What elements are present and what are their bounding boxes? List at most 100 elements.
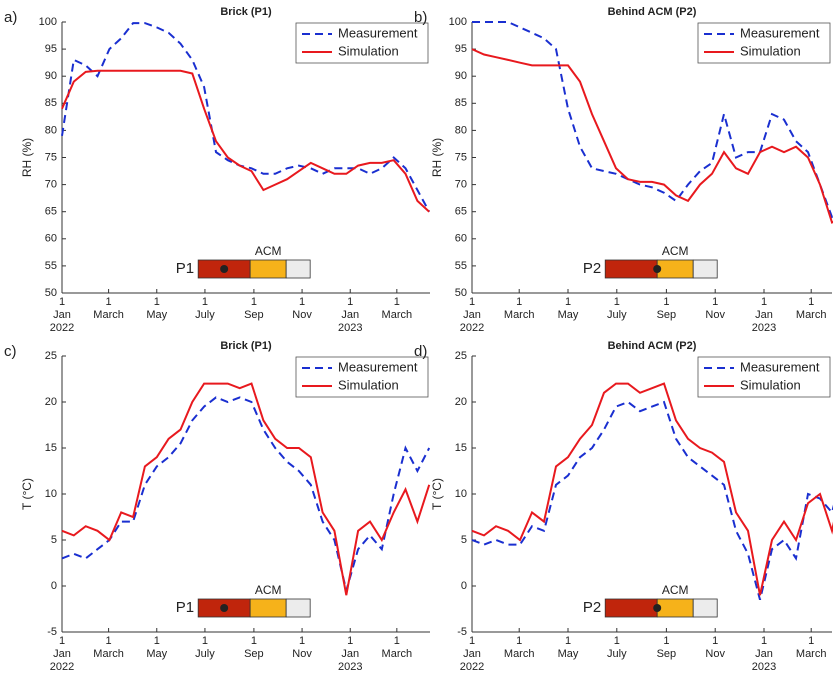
y-tick-label: 25 [45,350,57,362]
chart-title: Behind ACM (P2) [608,6,697,18]
data-line [61,382,431,596]
x-tick-label: 1 March [795,296,827,321]
panel-label: c) [4,343,17,360]
x-tick-label: 1 Sep [656,296,677,321]
y-tick-label: 60 [455,233,467,245]
data-line [472,21,833,219]
inset-cladding [285,598,311,618]
x-tick-label: 1 Jan 2023 [751,635,777,673]
x-tick-label: 1 March [93,635,124,660]
panel-label: b) [414,9,427,26]
data-line [471,48,833,224]
x-tick-label: 1 May [557,635,579,660]
x-tick-label: 1 May [146,635,168,660]
x-tick-label: 1 Jan 2022 [49,635,75,673]
y-tick-label: 0 [461,580,467,592]
y-tick-label: 10 [455,488,467,500]
x-tick-label: 1 July [607,296,627,321]
chart-title: Brick (P1) [220,340,272,352]
legend-label: Simulation [338,377,399,392]
x-tick-label: 1 Sep [244,296,264,321]
x-tick-label: 1 May [146,296,168,321]
y-tick-label: 75 [45,151,57,163]
inset-sensor [653,604,662,612]
data-line [471,382,833,596]
x-tick-label: 1 May [557,296,579,321]
data-line [471,400,833,601]
y-tick-label: 90 [455,70,467,82]
inset-acm [656,259,694,279]
legend-label: Measurement [740,359,820,374]
inset-cladding [692,598,718,618]
x-tick-label: 1 Jan 2023 [751,296,777,334]
legend-label: Measurement [338,25,418,40]
inset-sensor [220,265,229,273]
inset-sensor [653,265,662,273]
inset-brick [604,259,658,279]
inset-label: ACM [662,244,689,258]
y-tick-label: 5 [51,534,57,546]
legend-label: Simulation [740,377,801,392]
legend-label: Measurement [740,25,820,40]
inset-cladding [692,259,718,279]
legend-box [697,356,831,398]
x-tick-label: 1 July [195,635,215,660]
legend-label: Simulation [338,43,399,58]
y-tick-label: 10 [45,488,57,500]
y-tick-label: 20 [45,396,57,408]
y-tick-label: 85 [455,97,467,109]
y-tick-label: 55 [45,260,57,272]
y-tick-label: 100 [449,16,467,28]
y-tick-label: 90 [45,70,57,82]
y-tick-label: -5 [457,626,467,638]
x-tick-label: 1 Sep [656,635,677,660]
x-tick-label: 1 Nov [292,296,312,321]
x-tick-label: 1 Jan 2022 [459,296,485,334]
x-tick-label: 1 March [503,296,535,321]
inset-label: P2 [583,599,601,616]
y-tick-label: 50 [455,287,467,299]
panel-label: d) [414,343,427,360]
y-tick-label: 25 [455,350,467,362]
panel-label: a) [4,9,17,26]
y-axis-label: RH (%) [430,138,444,177]
inset-brick [604,598,658,618]
y-axis-label: T (°C) [20,478,34,510]
inset-acm [656,598,694,618]
y-tick-label: 100 [39,16,57,28]
x-tick-label: 1 Nov [705,635,725,660]
x-tick-label: 1 Jan 2023 [337,635,363,673]
y-tick-label: 70 [45,179,57,191]
x-tick-label: 1 March [93,296,124,321]
y-tick-label: 50 [45,287,57,299]
x-tick-label: 1 Jan 2022 [49,296,75,334]
inset-label: P2 [583,260,601,277]
y-tick-label: 60 [45,233,57,245]
y-tick-label: 15 [455,442,467,454]
y-tick-label: 85 [45,97,57,109]
y-tick-label: 15 [45,442,57,454]
legend-label: Simulation [740,43,801,58]
x-tick-label: 1 July [607,635,627,660]
inset-acm [249,598,287,618]
data-line [61,396,431,595]
y-tick-label: 0 [51,580,57,592]
x-tick-label: 1 March [381,296,413,321]
inset-label: ACM [662,583,689,597]
x-tick-label: 1 Sep [244,635,264,660]
legend-label: Measurement [338,359,418,374]
x-tick-label: 1 Nov [292,635,312,660]
y-tick-label: 55 [455,260,467,272]
x-tick-label: 1 Jan 2023 [337,296,363,334]
inset-label: P1 [176,599,194,616]
inset-sensor [220,604,229,612]
legend-box [295,356,429,398]
inset-label: ACM [255,583,282,597]
y-tick-label: 65 [45,206,57,218]
inset-label: P1 [176,260,194,277]
y-tick-label: 80 [455,124,467,136]
data-line [61,69,430,213]
legend-box [697,22,831,64]
